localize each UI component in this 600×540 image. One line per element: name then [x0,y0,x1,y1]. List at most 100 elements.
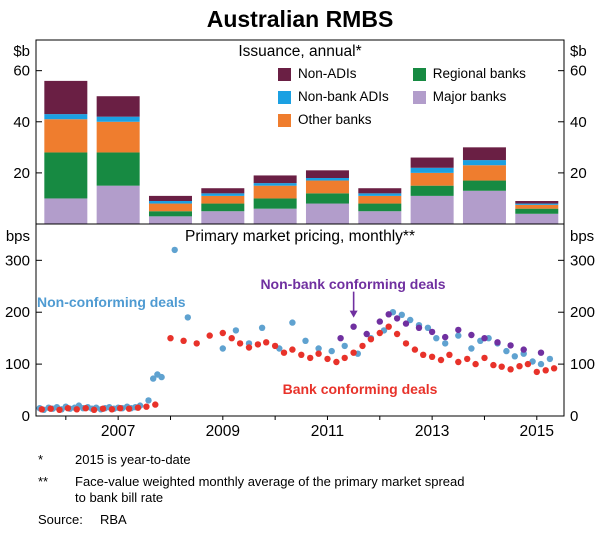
data-point-bank-conforming-deals [507,366,514,373]
data-point-non-conforming-deals [341,342,348,350]
data-point-non-bank-conforming-deals [350,323,357,330]
source-value: RBA [100,512,127,527]
data-point-bank-conforming-deals [533,368,540,376]
axis-label: 60 [13,63,30,80]
bar-segment [410,195,454,224]
bar-segment [358,203,402,212]
data-point-bank-conforming-deals [472,360,479,368]
legend-item-major-banks: Major banks [412,88,526,106]
bar-segment [253,185,297,199]
axis-label: 2013 [415,423,449,440]
data-point-bank-conforming-deals [550,365,558,372]
data-point-bank-conforming-deals [385,323,392,330]
data-point-bank-conforming-deals [263,339,270,346]
bar-segment [515,204,559,209]
data-point-bank-conforming-deals [125,405,133,412]
data-point-non-conforming-deals [546,355,554,363]
bar-segment [462,165,506,181]
bar-segment [96,116,140,122]
bar-segment [358,211,402,224]
axis-label: 40 [13,114,30,131]
axis-label: bps [570,228,594,245]
bar-segment [201,193,245,196]
bar-segment [44,119,88,153]
bar-segment [96,121,140,153]
legend-item-non-adis: Non-ADIs [278,66,389,83]
data-point-bank-conforming-deals [236,340,244,347]
bar-segment [253,208,297,224]
bar-segment [462,180,506,191]
footnote-line: Face-value weighted monthly average of t… [75,474,465,489]
bar-segment [305,178,349,181]
axis-label: 2015 [520,423,554,440]
axis-label: 0 [22,408,30,425]
axis-label: 200 [570,304,595,321]
axis-label: $b [570,43,587,60]
bar-segment [410,167,454,173]
bank-conforming-deals-label: Bank conforming deals [282,381,438,397]
bar-segment [358,195,402,204]
data-point-non-bank-conforming-deals [507,342,514,349]
non-bank-adis-swatch-icon [278,90,291,104]
legend-label: Non-ADIs [298,66,357,81]
data-point-bank-conforming-deals [280,349,288,356]
bar-segment [305,203,349,224]
data-point-non-conforming-deals [529,358,536,365]
data-point-bank-conforming-deals [455,358,462,366]
data-point-bank-conforming-deals [245,344,253,351]
regional-banks-swatch-icon [412,67,426,81]
bar-segment [96,152,140,186]
bar-segment [44,80,88,115]
bar-segment [410,157,454,168]
bar-segment [148,203,192,212]
data-point-bank-conforming-deals [411,346,419,353]
data-point-bank-conforming-deals [298,351,305,358]
bar-segment [515,201,559,204]
footnote-line: 2015 is year-to-date [75,452,191,467]
legend-label: Regional banks [432,66,526,81]
data-point-bank-conforming-deals [117,405,124,412]
data-point-bank-conforming-deals [90,406,98,413]
data-point-non-bank-conforming-deals [428,328,436,336]
bar-segment [148,211,192,217]
annotation-arrowhead-icon [349,310,358,318]
data-point-non-conforming-deals [184,314,191,321]
data-point-non-bank-conforming-deals [537,349,545,356]
data-point-bank-conforming-deals [428,353,436,360]
bar-segment [462,190,506,224]
bar-segment [305,170,349,178]
plot-frame [35,39,565,417]
data-point-bank-conforming-deals [481,354,488,362]
data-point-non-bank-conforming-deals [402,320,410,327]
legend-label: Major banks [432,88,507,104]
bar-segment [44,114,88,120]
axis-label: bps [6,228,30,245]
legend: Non-ADIs Non-bank ADIs Other banks Regio… [278,66,526,129]
data-point-bank-conforming-deals [367,336,375,343]
bar-segment [44,198,88,224]
data-point-bank-conforming-deals [82,405,89,412]
legend-label: Other banks [298,111,372,127]
data-point-bank-conforming-deals [490,361,497,369]
axis-label: 200 [5,304,30,321]
data-point-bank-conforming-deals [464,355,471,363]
axis-label: 100 [5,356,30,373]
bar-segment [96,185,140,224]
data-point-non-conforming-deals [407,316,414,324]
chart-title: Australian RMBS [206,6,394,32]
data-point-non-conforming-deals [158,373,165,381]
data-point-bank-conforming-deals [376,329,383,337]
data-point-non-conforming-deals [468,345,475,352]
data-point-non-conforming-deals [232,327,240,334]
bar-segment [462,147,506,161]
bar-segment [96,96,140,117]
data-point-bank-conforming-deals [193,340,200,347]
data-point-bank-conforming-deals [289,346,296,353]
data-point-bank-conforming-deals [307,354,314,362]
data-point-non-conforming-deals [442,340,449,347]
data-point-non-bank-conforming-deals [415,324,423,331]
footnote-2: ** Face-value weighted monthly average o… [38,474,464,507]
data-point-non-bank-conforming-deals [393,315,401,322]
data-point-bank-conforming-deals [437,356,445,364]
